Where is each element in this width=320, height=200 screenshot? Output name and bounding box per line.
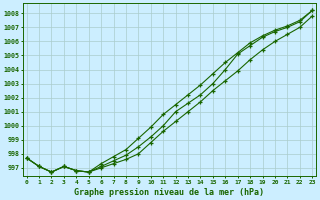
X-axis label: Graphe pression niveau de la mer (hPa): Graphe pression niveau de la mer (hPa) xyxy=(75,188,264,197)
